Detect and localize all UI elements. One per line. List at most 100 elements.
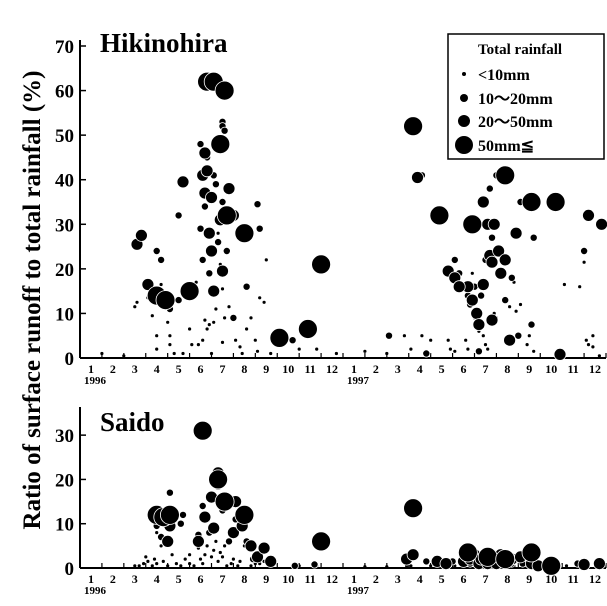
point-20-50	[465, 293, 479, 307]
point-lt10	[470, 271, 474, 275]
point-20-50	[198, 510, 212, 524]
x-tick-label: 8	[504, 362, 510, 376]
year-label: 1997	[347, 585, 370, 597]
y-tick-label: 10	[55, 515, 74, 536]
point-10-20	[178, 510, 187, 519]
x-tick-label: 4	[417, 362, 423, 376]
point-10-20	[450, 255, 459, 264]
point-20-50	[577, 558, 591, 571]
point-10-20	[288, 336, 297, 345]
point-lt10	[161, 559, 165, 564]
point-lt10	[188, 553, 192, 557]
x-tick-label: 5	[439, 572, 445, 586]
y-tick-label: 0	[65, 349, 75, 370]
point-lt10	[214, 307, 218, 311]
point-10-20	[229, 313, 238, 322]
point-lt10	[155, 531, 159, 535]
point-lt10	[591, 345, 595, 349]
point-10-20	[422, 557, 431, 566]
point-lt10	[385, 351, 389, 356]
point-20-50	[472, 318, 486, 332]
point-lt10	[201, 562, 205, 566]
point-lt10	[155, 334, 159, 338]
point-lt10	[212, 548, 216, 552]
x-tick-label: 2	[110, 362, 116, 376]
point-10-20	[580, 246, 589, 255]
point-10-20	[198, 501, 207, 510]
y-tick-label: 60	[55, 82, 74, 103]
point-lt10	[216, 231, 220, 235]
point-lt10	[238, 345, 242, 349]
point-lt10	[420, 334, 424, 338]
point-lt10	[591, 334, 595, 338]
panel-title: Hikinohira	[100, 28, 228, 58]
x-tick-label: 2	[110, 572, 116, 586]
y-tick-label: 0	[65, 559, 75, 580]
x-tick-label: 9	[526, 572, 532, 586]
point-lt10	[429, 564, 433, 568]
point-20-50	[509, 226, 523, 240]
point-20-50	[202, 226, 216, 240]
point-20-50	[198, 146, 212, 160]
x-tick-label: 4	[154, 362, 160, 376]
point-lt10	[214, 539, 218, 544]
point-lt10	[238, 559, 242, 564]
point-10-20	[196, 140, 205, 149]
x-tick-label: 6	[461, 572, 467, 586]
point-10-20	[165, 488, 174, 497]
x-tick-label: 2	[373, 572, 379, 586]
point-10-20	[174, 211, 183, 220]
point-lt10	[159, 544, 163, 548]
point-10-20	[422, 349, 431, 358]
legend-title: Total rainfall	[478, 42, 562, 58]
point-10-20	[501, 296, 510, 305]
point-20-50	[439, 557, 453, 570]
point-lt10	[216, 559, 220, 564]
point-lt10	[464, 338, 468, 342]
point-lt10	[144, 555, 148, 559]
point-lt10	[152, 557, 157, 561]
point-20-50	[595, 217, 607, 231]
x-tick-label: 12	[326, 362, 338, 376]
x-tick-label: 5	[176, 572, 182, 586]
point-lt10	[181, 351, 185, 356]
point-20-50	[492, 244, 506, 258]
y-tick-label: 30	[55, 426, 74, 447]
x-tick-label: 12	[589, 572, 601, 586]
point-20-50	[476, 278, 490, 291]
point-10-20	[214, 238, 223, 247]
point-20-50	[411, 171, 424, 184]
point-lt10	[155, 347, 159, 351]
point-lt10	[174, 562, 178, 566]
x-tick-label: 5	[176, 362, 182, 376]
point-lt10	[486, 347, 490, 351]
point-lt10	[264, 258, 268, 262]
x-tick-label: 8	[504, 572, 510, 586]
point-ge50	[159, 505, 180, 525]
point-20-50	[406, 548, 420, 562]
point-lt10	[409, 564, 413, 568]
point-lt10	[146, 559, 150, 564]
point-lt10	[172, 351, 176, 356]
point-lt10	[249, 316, 253, 320]
point-20-50	[485, 255, 499, 269]
x-tick-label: 9	[263, 362, 269, 376]
point-lt10	[142, 562, 146, 566]
point-10-20	[507, 273, 516, 282]
point-20-50	[476, 195, 490, 209]
point-20-50	[257, 541, 271, 555]
point-lt10	[137, 564, 141, 568]
point-lt10	[582, 260, 586, 264]
point-ge50	[210, 134, 231, 155]
year-label: 1997	[347, 375, 370, 387]
point-10-20	[198, 255, 207, 264]
legend-item-lt10: <10mm	[478, 67, 530, 84]
point-lt10	[586, 343, 591, 347]
x-tick-label: 2	[373, 362, 379, 376]
point-20-50	[176, 175, 190, 189]
point-lt10	[532, 349, 536, 353]
point-lt10	[198, 557, 203, 561]
point-lt10	[188, 562, 192, 566]
point-lt10	[205, 544, 209, 548]
